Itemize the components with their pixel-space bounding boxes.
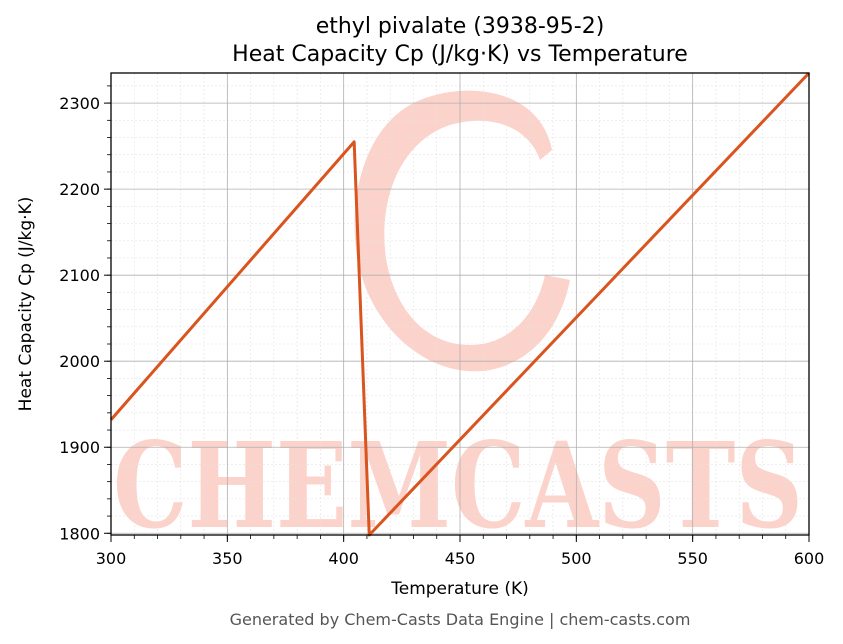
series-layer <box>109 71 811 537</box>
watermark: CHEMCASTS <box>113 90 803 555</box>
chart-subtitle: Heat Capacity Cp (J/kg·K) vs Temperature <box>232 42 688 67</box>
x-tick-label: 400 <box>328 549 359 568</box>
chart-title: ethyl pivalate (3938-95-2) <box>316 14 605 39</box>
x-tick-label: 500 <box>561 549 592 568</box>
x-tick-label: 350 <box>212 549 243 568</box>
x-tick-label: 300 <box>96 549 127 568</box>
y-tick-label: 1900 <box>59 438 100 457</box>
y-tick-label: 2200 <box>59 180 100 199</box>
x-tick-label: 600 <box>794 549 825 568</box>
y-tick-label: 2300 <box>59 94 100 113</box>
major-grid <box>110 73 810 535</box>
series-line <box>109 71 811 537</box>
ticks: 300 350 400 450 500 550 600 1800 1900 2000 2100 220… <box>59 85 825 568</box>
x-axis-label: Temperature (K) <box>390 579 529 599</box>
y-tick-label: 1800 <box>59 524 100 543</box>
watermark-logo-icon <box>354 90 570 372</box>
y-tick-label: 2000 <box>59 352 100 371</box>
y-axis-label: Heat Capacity Cp (J/kg·K) <box>16 197 36 412</box>
footer-credit: Generated by Chem-Casts Data Engine | ch… <box>230 610 691 629</box>
watermark-text: CHEMCASTS <box>113 416 803 555</box>
x-tick-label: 450 <box>445 549 476 568</box>
y-tick-label: 2100 <box>59 266 100 285</box>
x-tick-label: 550 <box>677 549 708 568</box>
